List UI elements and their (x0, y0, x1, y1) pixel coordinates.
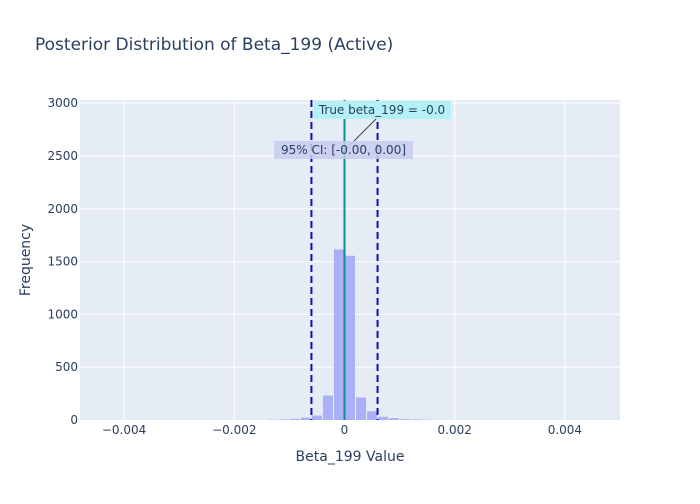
histogram-bar (290, 419, 300, 420)
histogram-bar (400, 419, 410, 420)
x-axis-label: Beta_199 Value (296, 449, 405, 465)
histogram-bar (367, 411, 377, 420)
histogram-bar (323, 395, 333, 420)
histogram-bar (389, 418, 399, 420)
histogram-bar (279, 419, 289, 420)
histogram-bar (312, 416, 322, 420)
y-tick-label: 1000 (47, 307, 78, 321)
chart-title: Posterior Distribution of Beta_199 (Acti… (35, 35, 393, 55)
x-tick-label: 0.004 (548, 423, 582, 437)
histogram-bar (378, 417, 388, 420)
y-tick-label: 0 (70, 413, 78, 427)
y-tick-label: 1500 (47, 255, 78, 269)
x-tick-label: −0.004 (102, 423, 146, 437)
histogram-bar (345, 256, 355, 420)
x-tick-label: −0.002 (212, 423, 256, 437)
histogram-bar (356, 398, 366, 420)
y-tick-label: 3000 (47, 96, 78, 110)
true-value-label: True beta_199 = -0.0 (318, 103, 445, 117)
histogram-bar (301, 418, 311, 420)
histogram-bar (334, 249, 344, 420)
y-tick-label: 500 (55, 360, 78, 374)
y-tick-label: 2500 (47, 149, 78, 163)
y-axis-label: Frequency (18, 224, 34, 296)
histogram-bar (411, 419, 421, 420)
x-tick-label: 0.002 (438, 423, 472, 437)
x-tick-label: 0 (341, 423, 349, 437)
ci-label: 95% CI: [-0.00, 0.00] (281, 143, 406, 157)
y-tick-label: 2000 (47, 202, 78, 216)
